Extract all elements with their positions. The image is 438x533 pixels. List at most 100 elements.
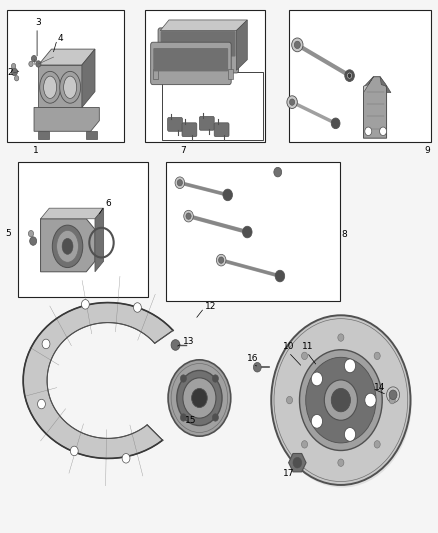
Polygon shape — [23, 303, 173, 458]
Bar — [7, 11, 124, 142]
Bar — [18, 162, 148, 297]
Text: 2: 2 — [7, 68, 13, 77]
Ellipse shape — [64, 76, 77, 99]
Polygon shape — [34, 108, 99, 131]
Polygon shape — [41, 219, 95, 272]
Circle shape — [186, 213, 191, 219]
Bar — [162, 72, 262, 140]
Polygon shape — [160, 20, 247, 30]
Circle shape — [271, 316, 410, 485]
FancyBboxPatch shape — [161, 31, 236, 56]
Polygon shape — [39, 49, 95, 65]
Text: 9: 9 — [424, 146, 430, 155]
Circle shape — [212, 414, 219, 421]
Circle shape — [42, 339, 50, 349]
Circle shape — [14, 76, 19, 81]
Circle shape — [290, 99, 295, 106]
Circle shape — [223, 189, 233, 201]
Text: 8: 8 — [342, 230, 347, 239]
Text: 17: 17 — [283, 469, 294, 478]
Circle shape — [212, 375, 219, 382]
Polygon shape — [380, 77, 391, 93]
Circle shape — [331, 389, 350, 412]
Text: 12: 12 — [205, 302, 216, 311]
Circle shape — [301, 352, 307, 360]
Text: 5: 5 — [6, 229, 11, 238]
Circle shape — [122, 454, 130, 463]
Circle shape — [306, 357, 376, 443]
Polygon shape — [41, 208, 104, 219]
Ellipse shape — [60, 71, 81, 103]
Text: 13: 13 — [184, 337, 195, 346]
Circle shape — [286, 397, 293, 404]
Circle shape — [216, 254, 226, 266]
Bar — [145, 11, 265, 142]
FancyBboxPatch shape — [158, 28, 239, 73]
Circle shape — [287, 96, 297, 109]
Text: 1: 1 — [33, 146, 39, 155]
Circle shape — [293, 457, 302, 468]
Circle shape — [365, 127, 372, 135]
Polygon shape — [364, 77, 374, 93]
Circle shape — [274, 167, 282, 177]
Circle shape — [292, 38, 303, 52]
Circle shape — [184, 211, 193, 222]
Circle shape — [311, 372, 322, 386]
Circle shape — [177, 180, 183, 186]
FancyBboxPatch shape — [153, 48, 228, 71]
Polygon shape — [82, 49, 95, 108]
Polygon shape — [364, 77, 387, 138]
FancyBboxPatch shape — [182, 123, 197, 136]
Text: 10: 10 — [283, 342, 294, 351]
Circle shape — [180, 375, 187, 382]
Text: 15: 15 — [185, 416, 197, 425]
Circle shape — [300, 350, 382, 450]
Polygon shape — [95, 208, 104, 272]
Polygon shape — [237, 20, 247, 70]
Circle shape — [219, 257, 224, 263]
FancyBboxPatch shape — [168, 117, 183, 131]
Circle shape — [30, 237, 37, 245]
Text: 14: 14 — [374, 383, 385, 392]
Circle shape — [374, 441, 380, 448]
Circle shape — [81, 300, 89, 309]
Circle shape — [380, 127, 387, 135]
Bar — [289, 11, 431, 142]
FancyBboxPatch shape — [199, 116, 214, 130]
Circle shape — [275, 270, 285, 282]
Circle shape — [365, 393, 376, 407]
Circle shape — [344, 359, 356, 373]
Text: 6: 6 — [106, 199, 112, 208]
Text: 7: 7 — [180, 146, 186, 155]
Circle shape — [11, 68, 18, 76]
Circle shape — [311, 415, 322, 428]
Circle shape — [71, 446, 78, 456]
Bar — [153, 69, 158, 79]
Circle shape — [32, 55, 37, 62]
Circle shape — [168, 360, 231, 436]
Text: 16: 16 — [247, 354, 259, 363]
Circle shape — [11, 63, 16, 69]
Circle shape — [28, 230, 34, 237]
Text: 4: 4 — [58, 34, 64, 43]
Circle shape — [134, 303, 141, 312]
Ellipse shape — [44, 76, 57, 99]
Ellipse shape — [57, 230, 78, 262]
FancyBboxPatch shape — [214, 123, 229, 136]
Circle shape — [324, 380, 357, 420]
Circle shape — [347, 73, 352, 78]
Circle shape — [171, 340, 180, 350]
Circle shape — [345, 70, 354, 82]
Ellipse shape — [62, 238, 73, 254]
Circle shape — [29, 61, 33, 67]
Circle shape — [338, 459, 344, 466]
Circle shape — [38, 399, 46, 409]
Circle shape — [331, 118, 340, 128]
Circle shape — [183, 378, 216, 418]
Circle shape — [180, 414, 187, 421]
Circle shape — [389, 390, 397, 400]
Circle shape — [389, 397, 395, 404]
Circle shape — [301, 441, 307, 448]
Circle shape — [243, 226, 252, 238]
Bar — [86, 131, 97, 139]
